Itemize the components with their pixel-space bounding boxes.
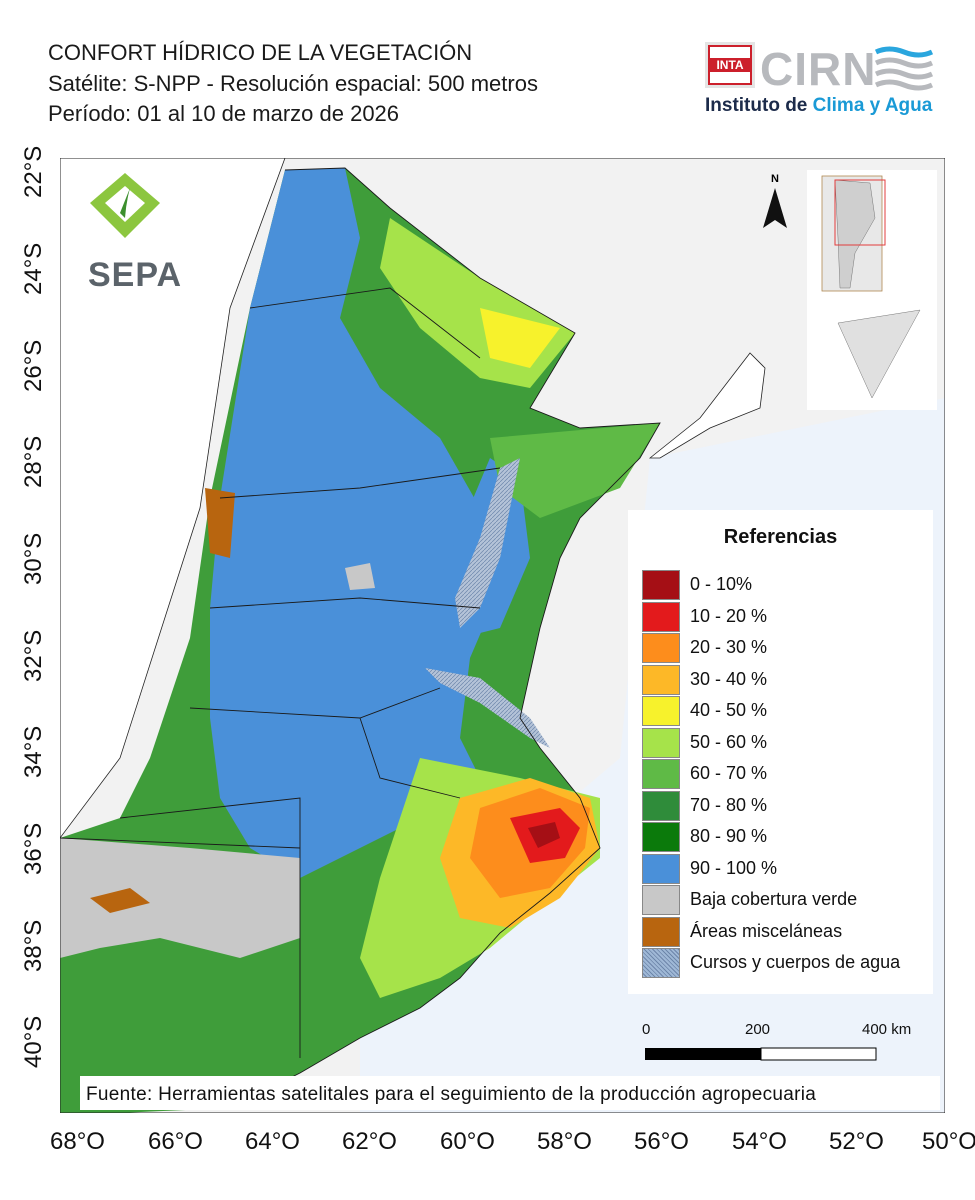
satellite-info: Satélite: S-NPP - Resolución espacial: 5… (48, 71, 538, 96)
scale-label: 200 (745, 1021, 771, 1038)
cirn-logo-text: CIRN (760, 43, 877, 95)
legend-label: 10 - 20 % (690, 605, 768, 626)
rio-de-la-plata (425, 668, 550, 748)
period-info: Período: 01 al 10 de marzo de 2026 (48, 101, 400, 126)
misc-area-sw (90, 888, 150, 913)
source-text: Fuente: Herramientas satelitales para el… (86, 1084, 817, 1105)
sepa-logo-text: SEPA (88, 256, 183, 294)
legend-title: Referencias (723, 526, 838, 548)
zone-60-70-ne (490, 423, 660, 518)
lon-label: 56°O (634, 1128, 689, 1155)
legend-label: Cursos y cuerpos de agua (690, 952, 901, 972)
legend-panel: Referencias 0 - 10% 10 - 20 % 20 - 30 % 30 … (628, 510, 933, 994)
zone-0-10 (528, 822, 560, 848)
lat-label: 28°S (20, 435, 47, 488)
legend-swatch (642, 885, 680, 915)
lon-label: 66°O (148, 1128, 203, 1155)
lat-label: 22°S (20, 145, 47, 198)
legend-swatch (642, 822, 680, 852)
western-provinces (60, 158, 286, 839)
inta-logo-text: INTA (716, 58, 743, 72)
legend-label: 90 - 100 % (690, 857, 778, 878)
legend-label: 20 - 30 % (690, 637, 768, 657)
lat-label: 26°S (20, 339, 47, 392)
institute-highlight: Clima y Agua (812, 95, 933, 116)
low-cover-area (60, 838, 300, 958)
zone-40-50-north (480, 308, 560, 368)
lat-label: 24°S (20, 242, 47, 295)
legend-swatch (642, 790, 680, 821)
legend-swatch (642, 570, 680, 600)
lat-label: 32°S (20, 629, 47, 682)
legend-swatch (642, 664, 680, 695)
institute-prefix: Instituto de (705, 95, 813, 116)
scale-bar (645, 1047, 877, 1061)
scale-label: 400 km (862, 1021, 912, 1038)
parana-river (455, 458, 520, 628)
waves-icon (874, 46, 934, 91)
legend-label: 30 - 40 % (690, 668, 768, 689)
north-arrow-icon: N (763, 173, 787, 228)
lon-label: 64°O (245, 1128, 300, 1155)
legend-label: 60 - 70 % (690, 763, 768, 783)
misiones-area (648, 352, 766, 459)
sepa-logo (90, 173, 160, 238)
lat-label: 36°S (20, 822, 47, 875)
scale-label: 0 (642, 1021, 651, 1038)
lon-label: 60°O (440, 1128, 495, 1155)
institute-name: Instituto de Clima y Agua (705, 95, 932, 117)
lat-label: 34°S (20, 725, 47, 778)
province-boundaries (60, 167, 661, 1109)
lon-label: 58°O (537, 1128, 592, 1155)
legend-swatch (642, 633, 680, 663)
legend-label: 0 - 10% (690, 574, 753, 594)
zone-90-100 (210, 168, 500, 878)
legend-swatch (642, 601, 680, 632)
lon-label: 52°O (829, 1128, 884, 1155)
lat-label: 30°S (20, 532, 47, 585)
misc-area-north (205, 488, 235, 558)
inset-map (807, 170, 937, 410)
legend-swatch (642, 759, 680, 789)
lon-label: 68°O (50, 1128, 105, 1155)
legend-swatch (642, 696, 680, 726)
map-title: CONFORT HÍDRICO DE LA VEGETACIÓN (48, 40, 473, 65)
legend-label: 80 - 90 % (690, 826, 768, 846)
lat-label: 40°S (20, 1015, 47, 1068)
source-box (80, 1076, 940, 1110)
mar-chiquita (345, 563, 375, 590)
legend-swatch (642, 916, 680, 947)
legend-label: Baja cobertura verde (690, 889, 858, 909)
lon-label: 62°O (342, 1128, 397, 1155)
legend-label: 40 - 50 % (690, 700, 768, 720)
lat-label: 38°S (20, 919, 47, 972)
legend-swatch (642, 853, 680, 884)
legend-label: 50 - 60 % (690, 731, 768, 752)
lon-label: 54°O (732, 1128, 787, 1155)
legend-swatch (642, 727, 680, 758)
legend-label: Áreas misceláneas (690, 920, 843, 941)
legend-label: 70 - 80 % (690, 794, 768, 815)
inta-logo: INTA (705, 42, 755, 88)
north-arrow-label: N (771, 173, 779, 185)
legend-swatch (642, 948, 680, 978)
lon-label: 50°O (922, 1128, 975, 1155)
